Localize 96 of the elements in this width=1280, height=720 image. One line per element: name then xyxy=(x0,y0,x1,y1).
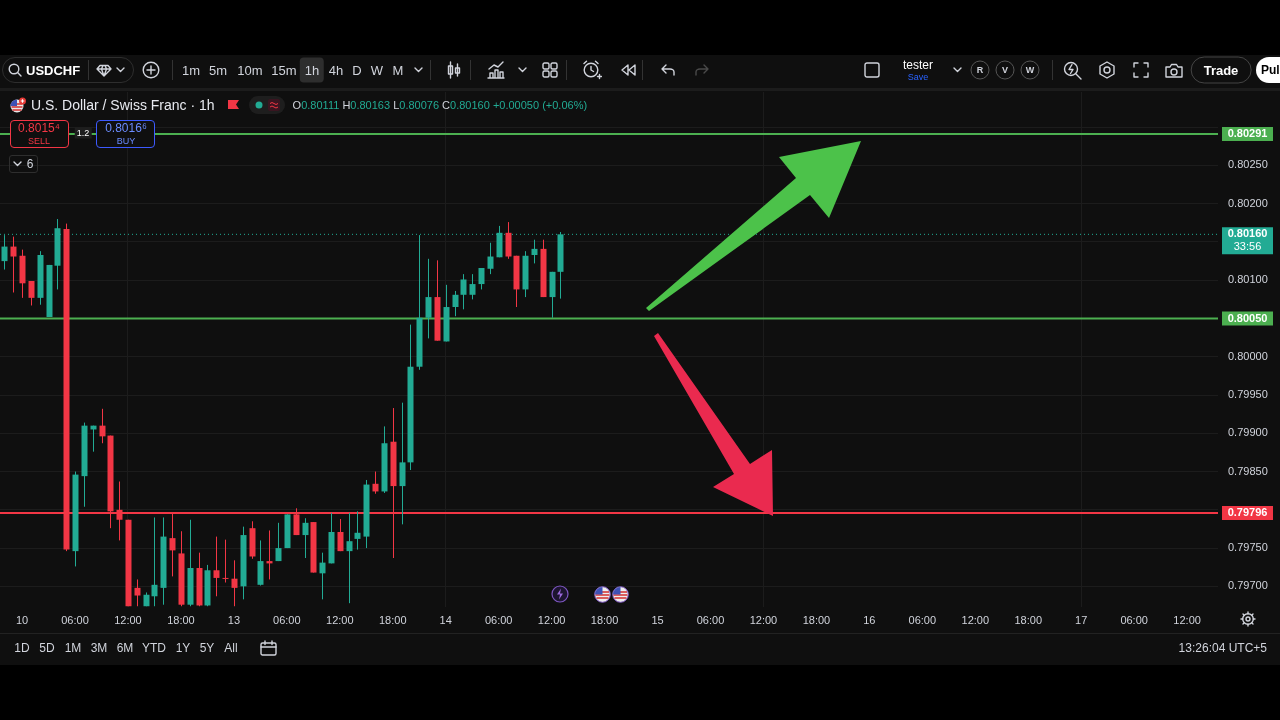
ref-line-label: 0.80050 xyxy=(1227,311,1268,324)
text: Pul xyxy=(1256,57,1280,83)
ref-line-label: 0.79796 xyxy=(1227,505,1268,518)
candlestick xyxy=(213,536,220,597)
text: tester xyxy=(902,58,934,72)
y-tick-label: 0.80100 xyxy=(1228,273,1268,286)
text: All xyxy=(224,641,238,655)
candlestick xyxy=(354,510,361,551)
text: D xyxy=(352,62,362,78)
y-tick-label: 0.80250 xyxy=(1228,158,1268,171)
y-tick-label: 0.79950 xyxy=(1228,388,1268,401)
x-tick-label: 18:00 xyxy=(1014,613,1042,626)
text: Save xyxy=(907,71,929,82)
x-tick-label: 12:00 xyxy=(961,613,990,626)
chart-title: U.S. Dollar / Swiss Franc · 1h xyxy=(31,97,215,113)
x-tick-label: 13 xyxy=(227,613,241,626)
text: 13:26:04 UTC+5 xyxy=(1178,641,1267,655)
text: 1m xyxy=(181,62,201,78)
x-tick-label: 16 xyxy=(863,613,876,626)
candlestick xyxy=(10,236,17,293)
x-tick-label: 15 xyxy=(651,613,664,626)
text: 5D xyxy=(39,641,55,655)
text: 1D xyxy=(14,641,30,655)
x-tick-label: 12:00 xyxy=(749,613,778,626)
text: 5Y xyxy=(199,641,215,655)
y-tick-label: 0.80000 xyxy=(1228,349,1268,362)
y-tick-label: 0.79750 xyxy=(1228,541,1268,554)
annotation: SELL xyxy=(27,135,51,146)
annotation: 0.8016⁶ xyxy=(105,121,147,135)
x-tick-label: 06:00 xyxy=(696,613,725,626)
x-tick-label: 18:00 xyxy=(379,613,407,626)
y-tick-label: 0.79850 xyxy=(1228,464,1268,477)
candlestick xyxy=(372,471,379,495)
candlestick xyxy=(399,402,406,525)
x-tick-label: 12:00 xyxy=(1173,613,1201,626)
text: O0.80111 H0.80163 L0.80076 C0.80160 +0.00050 (+0.06%) xyxy=(292,98,588,111)
text: 10m xyxy=(237,62,263,78)
text: M xyxy=(392,62,404,78)
text: R xyxy=(970,60,990,80)
candlestick xyxy=(346,512,353,604)
text: 1M xyxy=(64,641,82,655)
text: 3M xyxy=(90,641,108,655)
x-tick-label: 17 xyxy=(1075,613,1088,626)
x-tick-label: 06:00 xyxy=(908,613,937,626)
x-tick-label: 06:00 xyxy=(484,613,513,626)
x-tick-label: 14 xyxy=(439,613,452,626)
candlestick xyxy=(257,539,264,587)
candlestick xyxy=(28,280,35,306)
annotation: BUY xyxy=(116,135,136,146)
text: 1Y xyxy=(175,641,191,655)
x-tick-label: 06:00 xyxy=(61,613,89,626)
x-tick-label: 18:00 xyxy=(167,613,195,626)
annotation: 6 xyxy=(26,157,34,171)
x-tick-label: 18:00 xyxy=(590,613,619,626)
candlestick xyxy=(425,258,432,339)
candlestick xyxy=(469,273,476,300)
annotation: 0.8015⁴ xyxy=(18,121,60,135)
x-tick-label: 12:00 xyxy=(114,613,142,626)
candlestick xyxy=(478,267,485,290)
y-tick-label: 0.79700 xyxy=(1228,579,1268,592)
candlestick xyxy=(319,552,326,600)
text: W xyxy=(370,62,384,78)
x-tick-label: 12:00 xyxy=(326,613,354,626)
x-tick-label: 10 xyxy=(15,613,29,626)
candlestick xyxy=(452,290,459,317)
y-tick-label: 0.79900 xyxy=(1228,426,1268,439)
candlestick xyxy=(134,578,141,607)
text: USDCHF xyxy=(26,62,81,78)
candlestick xyxy=(222,539,229,584)
candlestick xyxy=(275,522,282,562)
text: 15m xyxy=(271,62,297,78)
text: 5m xyxy=(208,62,228,78)
x-tick-label: 06:00 xyxy=(1120,613,1148,626)
y-tick-label: 0.80200 xyxy=(1228,196,1268,209)
candlestick xyxy=(302,517,309,559)
candlestick xyxy=(337,518,344,552)
text: 1h xyxy=(299,57,325,83)
x-tick-label: 12:00 xyxy=(537,613,566,626)
text: V xyxy=(995,60,1015,80)
candlestick xyxy=(460,273,467,310)
candlestick xyxy=(531,239,538,264)
text: 4h xyxy=(328,62,344,78)
candlestick xyxy=(99,408,106,444)
x-tick-label: 06:00 xyxy=(273,613,301,626)
annotation: 1.2 xyxy=(74,127,92,139)
x-tick-label: 18:00 xyxy=(802,613,831,626)
text: YTD xyxy=(142,641,166,655)
text: W xyxy=(1020,60,1040,80)
candlestick xyxy=(231,559,238,607)
candlestick xyxy=(266,529,273,580)
ref-line-label: 0.80160 33:56 xyxy=(1227,227,1268,253)
candlestick xyxy=(487,242,494,275)
ref-line-label: 0.80291 xyxy=(1227,127,1268,140)
text: Trade xyxy=(1190,56,1252,84)
text: 6M xyxy=(116,641,134,655)
candlestick xyxy=(90,425,97,453)
